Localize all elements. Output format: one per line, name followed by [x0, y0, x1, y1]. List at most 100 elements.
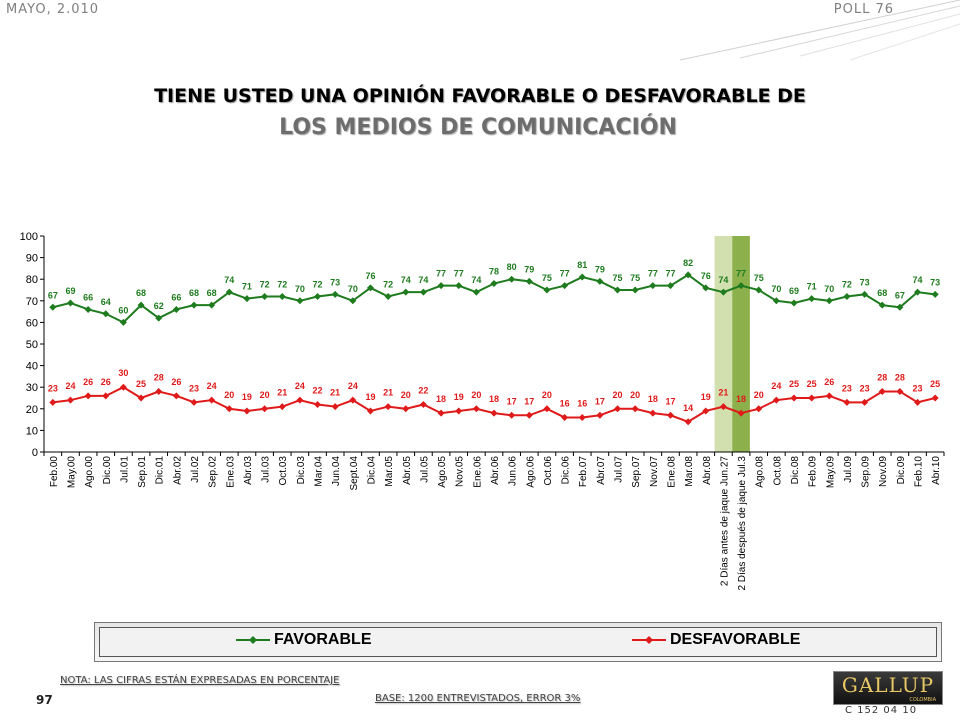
data-label: 18: [648, 394, 658, 404]
data-point: [702, 284, 710, 292]
data-point: [578, 273, 586, 281]
x-tick-label: May.00: [66, 456, 77, 488]
x-tick-label: Ene.03: [225, 456, 236, 488]
data-point: [702, 407, 710, 415]
data-label: 19: [454, 392, 464, 402]
highlight-band: [714, 236, 733, 452]
data-label: 25: [930, 379, 940, 389]
data-label: 67: [895, 290, 905, 300]
legend-marker-desfavorable: [632, 636, 666, 644]
data-point: [119, 383, 127, 391]
data-label: 68: [189, 288, 199, 298]
x-tick-label: Nov.05: [455, 456, 466, 487]
data-point: [525, 411, 533, 419]
x-tick-label: May.09: [825, 456, 836, 488]
data-label: 21: [718, 388, 728, 398]
data-label: 60: [118, 305, 128, 315]
header-date: MAYO, 2.010: [6, 2, 100, 17]
legend: FAVORABLE DESFAVORABLE: [94, 622, 942, 662]
data-label: 79: [595, 264, 605, 274]
data-label: 28: [895, 373, 905, 383]
data-point: [878, 388, 886, 396]
y-tick-label: 100: [20, 231, 38, 243]
data-point: [861, 398, 869, 406]
data-label: 74: [471, 275, 481, 285]
data-point: [490, 409, 498, 417]
x-tick-label: Dic.03: [296, 456, 307, 485]
data-point: [543, 286, 551, 294]
logo-text: GALLUP: [841, 673, 935, 697]
data-point: [349, 396, 357, 404]
data-label: 20: [754, 390, 764, 400]
data-point: [578, 413, 586, 421]
data-label: 17: [507, 396, 517, 406]
data-point: [525, 277, 533, 285]
data-label: 23: [48, 383, 58, 393]
legend-marker-favorable: [236, 636, 270, 644]
data-label: 25: [789, 379, 799, 389]
data-point: [314, 400, 322, 408]
y-tick-label: 50: [26, 339, 38, 351]
data-point: [155, 388, 163, 396]
data-label: 20: [630, 390, 640, 400]
data-point: [331, 403, 339, 411]
data-label: 23: [842, 383, 852, 393]
decorative-lines: [679, 0, 960, 61]
data-label: 75: [630, 273, 640, 283]
data-label: 79: [524, 264, 534, 274]
data-label: 14: [683, 403, 693, 413]
data-label: 77: [454, 269, 464, 279]
data-label: 68: [207, 288, 217, 298]
data-point: [49, 303, 57, 311]
data-label: 66: [83, 292, 93, 302]
data-point: [261, 292, 269, 300]
data-point: [172, 305, 180, 313]
data-label: 19: [701, 392, 711, 402]
data-label: 28: [877, 373, 887, 383]
data-label: 20: [542, 390, 552, 400]
data-point: [66, 299, 74, 307]
data-point: [719, 288, 727, 296]
logo-subtext: COLOMBIA: [909, 697, 936, 703]
data-point: [843, 398, 851, 406]
data-label: 17: [595, 396, 605, 406]
data-label: 69: [789, 286, 799, 296]
data-label: 75: [542, 273, 552, 283]
data-point: [137, 394, 145, 402]
data-label: 77: [648, 269, 658, 279]
data-point: [278, 292, 286, 300]
data-point: [437, 409, 445, 417]
data-point: [208, 301, 216, 309]
data-label: 30: [118, 368, 128, 378]
data-label: 75: [613, 273, 623, 283]
data-label: 74: [418, 275, 428, 285]
x-tick-label: Ene.06: [472, 456, 483, 488]
data-point: [649, 409, 657, 417]
data-point: [896, 303, 904, 311]
y-tick-label: 30: [26, 382, 38, 394]
data-label: 73: [860, 277, 870, 287]
x-tick-label: Jul.05: [419, 456, 430, 483]
data-point: [931, 290, 939, 298]
data-label: 24: [295, 381, 305, 391]
data-label: 70: [824, 284, 834, 294]
data-point: [931, 394, 939, 402]
data-point: [102, 310, 110, 318]
x-tick-label: Feb.10: [914, 456, 925, 488]
data-label: 78: [489, 267, 499, 277]
data-label: 66: [171, 292, 181, 302]
data-point: [755, 405, 763, 413]
data-point: [472, 288, 480, 296]
data-label: 75: [754, 273, 764, 283]
data-point: [914, 288, 922, 296]
data-point: [684, 271, 692, 279]
x-tick-label: Abr.03: [243, 456, 254, 485]
data-point: [366, 407, 374, 415]
data-point: [472, 405, 480, 413]
x-tick-label: Sept.04: [349, 456, 360, 491]
data-label: 74: [224, 275, 234, 285]
data-label: 23: [189, 383, 199, 393]
chart-title-line2: LOS MEDIOS DE COMUNICACIÓN: [279, 115, 677, 140]
data-label: 74: [401, 275, 411, 285]
data-point: [508, 275, 516, 283]
